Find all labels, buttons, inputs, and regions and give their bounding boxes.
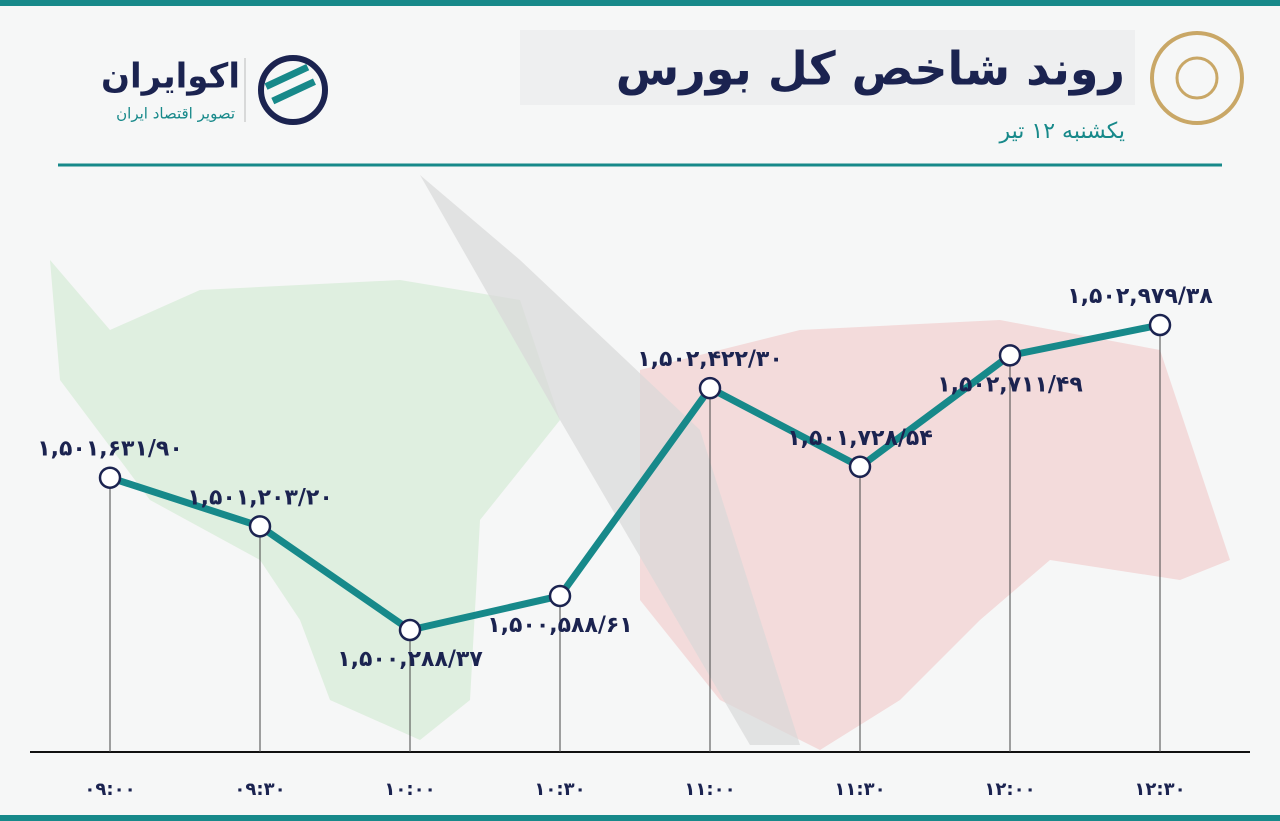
x-tick-label: ۱۱:۳۰ [834,779,885,800]
brand-tagline: تصویر اقتصاد ایران [116,105,235,123]
value-label: ۱,۵۰۱,۷۲۸/۵۴ [787,426,933,451]
subtitle: یکشنبه ۱۲ تیر [998,119,1125,144]
title: روند شاخص کل بورس [616,42,1125,96]
x-tick-label: ۰۹:۰۰ [84,779,135,800]
point [548,584,572,608]
point [98,466,122,489]
point [248,515,272,538]
point [1148,313,1172,337]
point [698,376,722,400]
value-label: ۱,۵۰۰,۵۸۸/۶۱ [487,613,633,638]
value-label: ۱,۵۰۱,۶۳۱/۹۰ [37,437,183,462]
exchange-logo [1150,31,1244,125]
title-box [520,30,1135,105]
value-label: ۱,۵۰۲,۷۱۱/۴۹ [937,372,1083,397]
point [998,344,1022,367]
x-tick-label: ۱۲:۰۰ [984,779,1035,800]
series-line [108,321,1161,634]
brand-name: اکوایران [101,57,240,97]
x-tick-label: ۱۰:۰۰ [384,779,435,800]
x-tick-label: ۰۹:۳۰ [234,779,285,800]
value-label: ۱,۵۰۲,۹۷۹/۳۸ [1067,284,1213,309]
exchange-logo-inner [1175,56,1219,100]
point [398,618,422,642]
arrow-shape [420,175,800,745]
point [848,455,872,479]
value-label: ۱,۵۰۰,۲۸۸/۳۷ [337,647,483,672]
x-tick-label: ۱۰:۳۰ [534,779,585,800]
bottom-border [0,815,1280,821]
brand-logo-stripe [271,78,316,105]
value-label: ۱,۵۰۲,۴۲۲/۳۰ [637,347,783,372]
bull-shape [50,260,560,740]
top-border [0,0,1280,6]
x-tick-label: ۱۱:۰۰ [684,779,735,800]
x-tick-label: ۱۲:۳۰ [1134,779,1185,800]
value-label: ۱,۵۰۱,۲۰۳/۲۰ [187,485,333,510]
brand-logo [258,55,328,125]
brand-logo-stripe [264,63,310,90]
